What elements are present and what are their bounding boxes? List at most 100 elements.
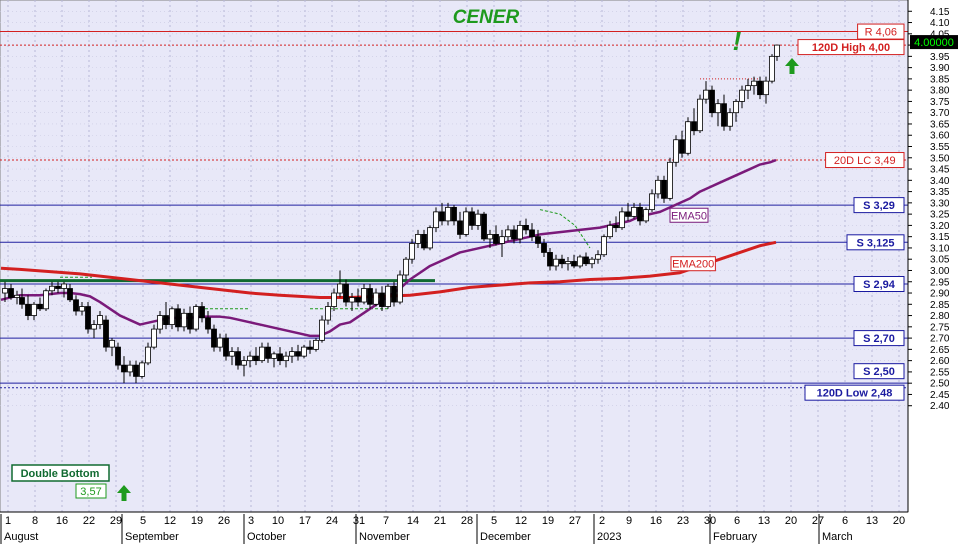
candle-up <box>271 353 277 359</box>
date-tick-label: 28 <box>461 515 473 527</box>
candle-up <box>565 261 571 265</box>
candle-down <box>661 179 667 199</box>
price-tick-label: 2.90 <box>930 289 950 300</box>
double-bottom-box <box>11 464 110 482</box>
candle-down <box>541 243 547 253</box>
date-tick-label: 17 <box>299 515 311 527</box>
level-label-box <box>804 384 905 401</box>
candle-up <box>91 324 97 330</box>
candle-down <box>85 306 91 330</box>
price-tick-label: 3.65 <box>930 119 950 130</box>
candle-down <box>757 80 763 96</box>
price-tick-label: 3.95 <box>930 52 950 63</box>
candle-down <box>265 346 271 359</box>
candle-up <box>589 258 595 265</box>
price-tick-label: 3.80 <box>930 86 950 97</box>
price-tick-label: 3.05 <box>930 255 950 266</box>
date-tick-label: 26 <box>218 515 230 527</box>
candle-down <box>67 288 73 301</box>
candle-up <box>577 256 583 267</box>
candle-up <box>763 80 769 96</box>
price-tick-label: 4.10 <box>930 18 950 29</box>
candle-down <box>511 229 517 240</box>
candle-up <box>193 306 199 330</box>
candle-down <box>637 206 643 222</box>
candle-up <box>619 211 625 229</box>
candle-up <box>601 236 607 256</box>
candle-up <box>733 101 739 114</box>
ema50-tag: EMA50 <box>671 210 707 222</box>
candle-up <box>331 292 337 307</box>
date-tick-label: 7 <box>383 515 389 527</box>
date-tick-label: 9 <box>626 515 632 527</box>
date-tick-label: 1 <box>5 515 11 527</box>
candle-up <box>655 179 661 195</box>
candle-up <box>553 258 559 267</box>
candle-down <box>8 288 14 298</box>
date-tick-label: 24 <box>326 515 338 527</box>
candle-up <box>361 288 367 303</box>
candle-down <box>481 213 487 240</box>
date-tick-label: 16 <box>56 515 68 527</box>
candle-up <box>181 312 187 328</box>
level-label-box <box>857 23 905 40</box>
candle-up <box>289 351 295 357</box>
candle-up <box>385 285 391 307</box>
candle-up <box>463 211 469 235</box>
price-tick-label: 2.95 <box>930 277 950 288</box>
price-tick-label: 3.70 <box>930 108 950 119</box>
date-tick-label: 13 <box>866 515 878 527</box>
exclamation-mark: ! <box>733 26 742 56</box>
month-label: 2023 <box>597 531 621 543</box>
candle-down <box>625 211 631 217</box>
date-tick-label: 19 <box>542 515 554 527</box>
candle-up <box>751 80 757 87</box>
target-box <box>75 483 107 499</box>
price-axis: 2.402.452.502.552.602.652.702.752.802.85… <box>907 0 950 512</box>
month-label: November <box>359 531 410 543</box>
candle-down <box>559 258 565 265</box>
month-label: March <box>822 531 853 543</box>
candle-up <box>301 346 307 357</box>
price-tick-label: 2.50 <box>930 379 950 390</box>
candle-up <box>643 209 649 222</box>
candle-up <box>97 315 103 325</box>
date-tick-label: 31 <box>353 515 365 527</box>
price-tick-label: 2.80 <box>930 311 950 322</box>
level-label: S 2,94 <box>863 279 896 291</box>
horizontal-levels <box>0 31 908 389</box>
candle-down <box>103 319 109 348</box>
price-tick-label: 3.00 <box>930 266 950 277</box>
candle-down <box>253 355 259 362</box>
candle-down <box>523 224 529 231</box>
level-label-box <box>825 152 905 169</box>
candle-down <box>25 303 31 316</box>
level-label: S 2,50 <box>863 366 895 378</box>
candle-down <box>133 364 139 377</box>
date-tick-label: 27 <box>812 515 824 527</box>
date-tick-label: 3 <box>248 515 254 527</box>
candle-up <box>349 297 355 303</box>
price-tick-label: 3.55 <box>930 142 950 153</box>
date-tick-label: 22 <box>83 515 95 527</box>
last-price-label: 4.00000 <box>914 37 954 49</box>
candle-up <box>139 362 145 377</box>
candle-up <box>487 234 493 240</box>
candle-down <box>73 299 79 312</box>
candle-up <box>283 355 289 362</box>
price-tick-label: 2.75 <box>930 322 950 333</box>
candle-down <box>307 346 313 350</box>
candle-up <box>373 292 379 305</box>
candle-down <box>451 206 457 222</box>
candle-up <box>151 328 157 348</box>
candle-down <box>199 306 205 319</box>
date-tick-label: 10 <box>272 515 284 527</box>
candle-down <box>355 297 361 303</box>
candle-up <box>259 346 265 362</box>
grid-lines <box>0 0 908 512</box>
date-tick-label: 19 <box>191 515 203 527</box>
candle-up <box>2 288 8 294</box>
ema200-tag-box <box>670 256 716 272</box>
date-tick-label: 5 <box>140 515 146 527</box>
candle-up <box>43 290 49 310</box>
